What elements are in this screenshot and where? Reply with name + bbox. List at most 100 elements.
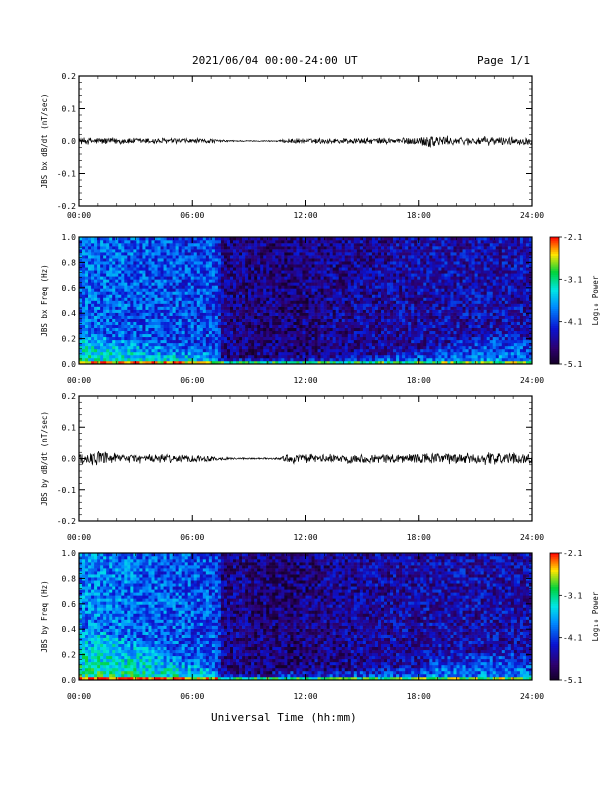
spectrogram-cell xyxy=(293,240,297,244)
spectrogram-cell xyxy=(251,318,255,322)
spectrogram-cell xyxy=(260,237,264,241)
spectrogram-cell xyxy=(214,318,219,322)
spectrogram-cell xyxy=(196,288,201,292)
spectrogram-cell xyxy=(97,327,101,332)
spectrogram-cell xyxy=(226,243,231,247)
spectrogram-cell xyxy=(377,276,382,280)
spectrogram-cell xyxy=(266,282,270,286)
spectrogram-cell xyxy=(390,279,394,283)
spectrogram-cell xyxy=(414,330,418,335)
spectrogram-cell xyxy=(136,345,140,350)
spectrogram-cell xyxy=(142,261,146,265)
spectrogram-cell xyxy=(396,327,400,332)
y-tick-label: 0.0 xyxy=(62,137,77,146)
spectrogram-cell xyxy=(205,312,210,316)
spectrogram-cell xyxy=(169,276,173,280)
spectrogram-cell xyxy=(211,351,216,356)
spectrogram-cell xyxy=(260,264,264,268)
spectrogram-cell xyxy=(169,270,173,274)
spectrogram-cell xyxy=(226,237,231,241)
spectrogram-cell xyxy=(103,324,107,329)
spectrogram-cell xyxy=(169,336,173,341)
spectrogram-cell xyxy=(329,249,333,253)
spectrogram-cell xyxy=(362,321,367,325)
spectrogram-cell xyxy=(353,312,358,316)
spectrogram-cell xyxy=(390,264,394,268)
spectrogram-cell xyxy=(124,252,128,256)
spectrogram-cell xyxy=(405,264,409,268)
spectrogram-cell xyxy=(151,282,155,286)
spectrogram-cell xyxy=(97,267,101,271)
spectrogram-cell xyxy=(226,291,231,295)
spectrogram-cell xyxy=(320,240,324,244)
spectrogram-cell xyxy=(124,321,128,325)
page-title: 2021/06/04 00:00-24:00 UT xyxy=(192,54,358,67)
spectrogram-cell xyxy=(356,315,361,319)
spectrogram-cell xyxy=(91,309,95,313)
spectrogram-cell xyxy=(281,267,285,271)
spectrogram-cell xyxy=(302,288,306,292)
spectrogram-cell xyxy=(254,285,258,289)
spectrogram-cell xyxy=(399,303,403,307)
spectrogram-cell xyxy=(384,351,388,356)
spectrogram-cell xyxy=(371,240,376,244)
spectrogram-cell xyxy=(308,321,312,325)
spectrogram-cell xyxy=(278,297,282,301)
spectrogram-cell xyxy=(417,336,421,341)
spectrogram-cell xyxy=(365,309,370,313)
spectrogram-cell xyxy=(326,237,330,241)
spectrogram-cell xyxy=(399,342,403,347)
spectrogram-cell xyxy=(169,345,173,350)
spectrogram-cell xyxy=(284,321,288,325)
spectrogram-cell xyxy=(347,285,352,289)
spectrogram-cell xyxy=(263,249,267,253)
spectrogram-cell xyxy=(94,342,98,347)
spectrogram-cell xyxy=(254,354,258,359)
spectrogram-cell xyxy=(296,237,300,241)
spectrogram-cell xyxy=(284,357,288,362)
spectrogram-cell xyxy=(281,300,285,304)
spectrogram-cell xyxy=(423,306,427,310)
spectrogram-cell xyxy=(311,267,315,271)
spectrogram-cell xyxy=(275,312,279,316)
spectrogram-cell xyxy=(305,348,309,353)
spectrogram-cell xyxy=(338,258,343,262)
spectrogram-cell xyxy=(245,357,249,362)
spectrogram-cell xyxy=(269,240,273,244)
spectrogram-cell xyxy=(91,258,95,262)
spectrogram-cell xyxy=(260,294,264,298)
spectrogram-cell xyxy=(399,270,403,274)
spectrogram-cell xyxy=(254,258,258,262)
spectrogram-cell xyxy=(290,258,294,262)
spectrogram-cell xyxy=(314,279,318,283)
spectrogram-cell xyxy=(184,327,189,332)
spectrogram-cell xyxy=(420,252,424,256)
spectrogram-cell xyxy=(381,345,385,350)
spectrogram-cell xyxy=(305,249,309,253)
spectrogram-cell xyxy=(242,246,246,250)
spectrogram-cell xyxy=(175,282,179,286)
spectrogram-cell xyxy=(187,273,192,277)
spectrogram-cell xyxy=(290,300,294,304)
spectrogram-cell xyxy=(199,261,204,265)
spectrogram-cell xyxy=(88,303,92,307)
spectrogram-cell xyxy=(202,315,207,319)
spectrogram-cell xyxy=(344,327,349,332)
spectrogram-cell xyxy=(91,279,95,283)
spectrogram-cell xyxy=(136,321,140,325)
spectrogram-cell xyxy=(341,300,346,304)
spectrogram-cell xyxy=(356,324,361,329)
spectrogram-cell xyxy=(239,357,243,362)
spectrogram-cell xyxy=(127,300,131,304)
spectrogram-cell xyxy=(402,267,406,271)
spectrogram-cell xyxy=(338,315,343,319)
spectrogram-cell xyxy=(374,348,379,353)
spectrogram-cell xyxy=(217,354,222,359)
spectrogram-cell xyxy=(239,309,243,313)
spectrogram-cell xyxy=(260,261,264,265)
spectrogram-cell xyxy=(371,336,376,341)
spectrogram-cell xyxy=(121,348,125,353)
spectrogram-cell xyxy=(136,249,140,253)
spectrogram-cell xyxy=(269,267,273,271)
spectrogram-cell xyxy=(220,243,225,247)
